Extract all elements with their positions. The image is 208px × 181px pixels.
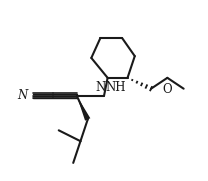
Text: N: N [95, 81, 106, 94]
Polygon shape [77, 96, 90, 121]
Text: N: N [18, 89, 28, 102]
Text: O: O [162, 83, 172, 96]
Text: NH: NH [106, 81, 126, 94]
